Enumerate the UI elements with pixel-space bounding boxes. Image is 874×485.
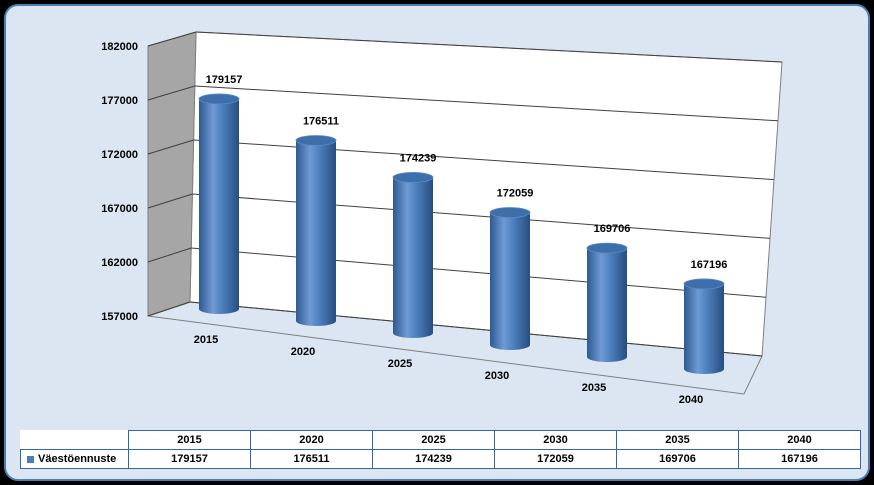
gridline xyxy=(189,301,763,357)
x-tick-label: 2030 xyxy=(485,370,509,382)
gridline xyxy=(147,31,197,47)
x-tick-label: 2020 xyxy=(291,346,315,358)
gridline xyxy=(147,85,195,101)
data-label: 172059 xyxy=(497,188,534,200)
data-table-header-cell: 2035 xyxy=(616,430,739,450)
gridline xyxy=(195,31,783,63)
side-wall xyxy=(147,31,197,317)
x-tick-label: 2025 xyxy=(388,358,412,370)
data-label: 169706 xyxy=(594,223,631,235)
data-table-value-cell: 169706 xyxy=(616,449,739,469)
data-table-corner xyxy=(21,431,129,450)
bar xyxy=(198,93,240,315)
y-tick-label: 157000 xyxy=(101,311,138,323)
data-label: 174239 xyxy=(400,152,437,164)
gridline xyxy=(191,247,767,298)
data-table-header-row: 2015 2020 2025 2030 2035 2040 xyxy=(21,430,861,450)
chart-area: 182000 177000 172000 167000 162000 157000 179… xyxy=(4,4,870,481)
legend-swatch xyxy=(27,455,34,463)
data-label: 176511 xyxy=(303,115,339,127)
y-tick-label: 182000 xyxy=(101,41,138,53)
gridline xyxy=(147,247,192,263)
data-table-header-cell: 2025 xyxy=(372,430,495,450)
gridline xyxy=(147,139,194,155)
data-table-header-cell: 2020 xyxy=(250,430,373,450)
data-table-value-cell: 167196 xyxy=(738,449,861,469)
bar xyxy=(392,172,434,338)
x-tick-label: 2015 xyxy=(194,334,218,346)
gridline xyxy=(193,139,775,181)
gridline xyxy=(192,193,771,239)
bar xyxy=(586,242,628,362)
y-tick-label: 172000 xyxy=(101,149,138,161)
data-table-header-cell: 2030 xyxy=(494,430,617,450)
data-label: 167196 xyxy=(691,259,728,271)
y-tick-label: 167000 xyxy=(101,203,138,215)
bar xyxy=(295,135,337,326)
data-table-value-cell: 174239 xyxy=(372,449,495,469)
bar xyxy=(489,207,531,350)
gridline xyxy=(147,193,193,209)
x-tick-label: 2035 xyxy=(582,382,606,394)
data-table-row: Väestöennuste 179157 176511 174239 17205… xyxy=(20,449,861,469)
data-table: 2015 2020 2025 2030 2035 2040 Väestöennu… xyxy=(20,430,861,469)
legend-series-label: Väestöennuste xyxy=(38,453,117,465)
y-tick-label: 177000 xyxy=(101,95,138,107)
data-table-value-cell: 179157 xyxy=(128,449,251,469)
data-table-value-cell: 172059 xyxy=(494,449,617,469)
bar xyxy=(683,278,725,374)
chart-plot: 182000 177000 172000 167000 162000 157000 179… xyxy=(101,31,783,406)
data-label: 179157 xyxy=(206,74,243,86)
gridline xyxy=(194,85,779,122)
data-table-value-cell: 176511 xyxy=(250,449,373,469)
data-table-header-cell: 2015 xyxy=(128,430,251,450)
data-table-header-cell: 2040 xyxy=(738,430,861,450)
y-tick-label: 162000 xyxy=(101,257,138,269)
gridline xyxy=(147,301,191,317)
x-tick-label: 2040 xyxy=(679,394,703,406)
data-table-series-cell: Väestöennuste xyxy=(20,449,129,469)
